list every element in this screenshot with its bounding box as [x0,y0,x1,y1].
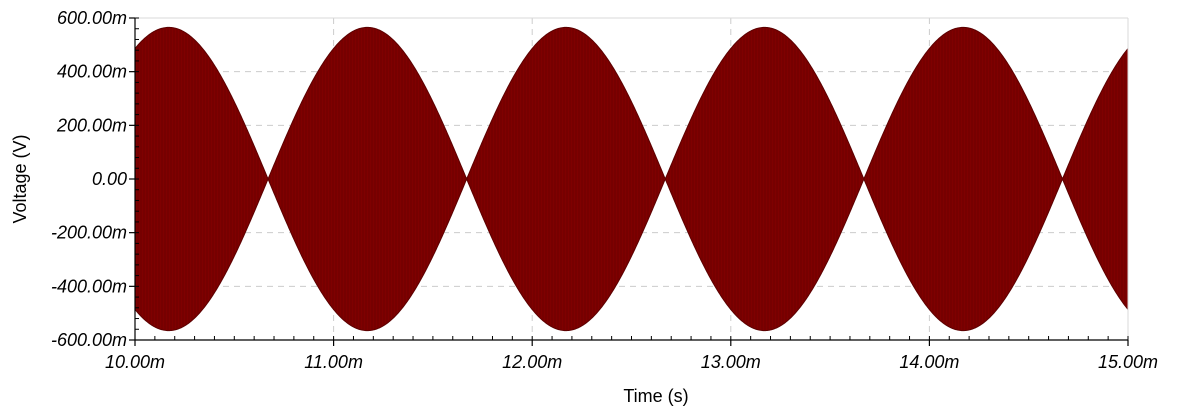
y-tick-label: -200.00m [51,223,127,243]
x-axis-label: Time (s) [623,386,688,406]
y-tick-label: 400.00m [57,62,127,82]
y-tick-label: -600.00m [51,330,127,350]
y-axis-label: Voltage (V) [10,134,30,223]
x-tick-label: 15.00m [1098,352,1158,372]
y-tick-label: 200.00m [56,115,127,135]
x-tick-label: 10.00m [105,352,165,372]
x-tick-label: 13.00m [701,352,761,372]
x-tick-label: 14.00m [899,352,959,372]
x-tick-label: 11.00m [304,352,363,372]
x-axis-ticks: 10.00m 11.00m 12.00m 13.00m 14.00m 15.00m [105,340,1158,372]
y-tick-label: 0.00 [92,169,127,189]
y-axis-ticks: 600.00m 400.00m 200.00m 0.00 -200.00m -400.00… [51,8,135,350]
x-tick-label: 12.00m [502,352,562,372]
y-tick-label: 600.00m [57,8,127,28]
y-tick-label: -400.00m [51,276,127,296]
